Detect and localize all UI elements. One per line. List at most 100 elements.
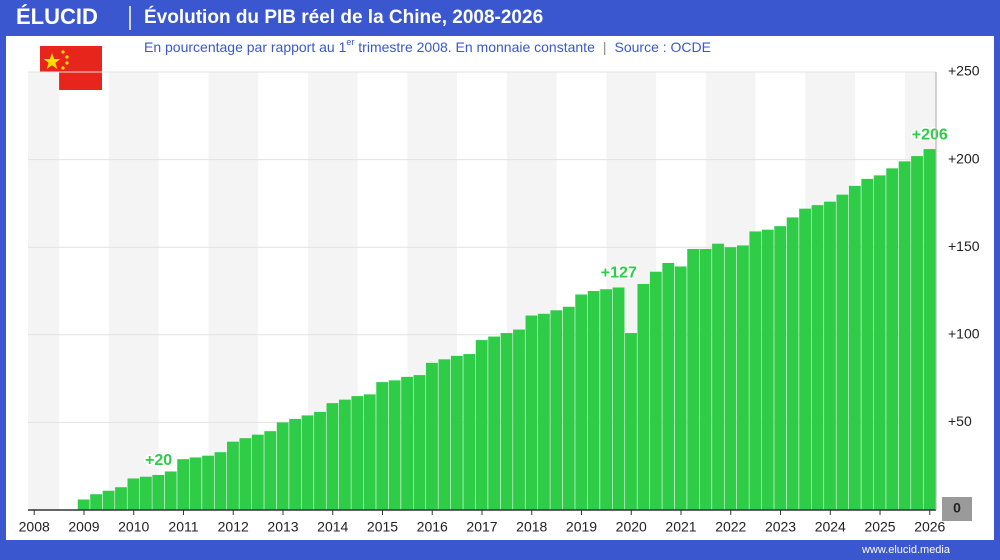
- subtitle-sup: er: [346, 37, 354, 47]
- value-label: +127: [601, 265, 637, 282]
- bar: [687, 248, 700, 510]
- bar: [786, 217, 799, 510]
- flag-star: [65, 61, 69, 65]
- bar: [164, 471, 177, 510]
- y-tick-label: +200: [948, 150, 980, 166]
- zero-box: [942, 497, 972, 521]
- bar: [239, 438, 252, 510]
- bar: [276, 422, 289, 510]
- flag-star: [61, 50, 65, 54]
- bar: [376, 382, 389, 510]
- x-tick-label: 2016: [417, 519, 448, 535]
- bar: [824, 201, 836, 510]
- year-band: [108, 72, 159, 510]
- year-band: [208, 72, 259, 510]
- bar: [712, 243, 724, 511]
- bar: [227, 441, 239, 510]
- y-tick-label: +250: [948, 63, 980, 79]
- bar: [699, 248, 712, 510]
- bar: [674, 266, 687, 510]
- x-tick-label: 2023: [765, 519, 796, 535]
- separator: |: [603, 39, 607, 55]
- bar: [102, 490, 115, 510]
- x-tick-label: 2018: [516, 519, 547, 535]
- bar: [301, 415, 314, 510]
- bar: [625, 333, 637, 510]
- bar: [537, 313, 550, 510]
- bar: [811, 205, 824, 511]
- bar: [550, 310, 563, 510]
- bar: [575, 294, 588, 510]
- subtitle: En pourcentage par rapport au 1er trimes…: [144, 37, 711, 54]
- value-label: +206: [912, 126, 948, 143]
- x-tick-label: 2012: [218, 519, 249, 535]
- bar: [799, 208, 812, 510]
- bar: [401, 376, 413, 510]
- bar: [562, 306, 575, 510]
- subtitle-part: En pourcentage par rapport au 1: [144, 39, 347, 55]
- y-tick-label: 0: [953, 500, 961, 516]
- bar: [525, 315, 538, 510]
- bar: [861, 178, 874, 510]
- bar: [139, 476, 152, 510]
- y-tick-label: +50: [948, 413, 972, 429]
- bar: [413, 375, 426, 510]
- bar: [115, 487, 127, 510]
- y-tick-label: +150: [948, 238, 980, 254]
- bar: [426, 362, 438, 510]
- x-tick-label: 2008: [19, 519, 50, 535]
- x-tick-label: 2019: [566, 519, 597, 535]
- brand: ÉLUCID: [16, 4, 98, 29]
- x-tick-label: 2026: [914, 519, 945, 535]
- bar: [363, 394, 376, 510]
- footer: www.elucid.media: [861, 544, 951, 556]
- x-tick-label: 2021: [665, 519, 696, 535]
- x-tick-label: 2020: [616, 519, 647, 535]
- bar: [314, 411, 326, 510]
- bar: [600, 289, 613, 510]
- bar: [886, 168, 899, 511]
- bar: [289, 418, 302, 510]
- x-tick-label: 2015: [367, 519, 398, 535]
- bar: [873, 175, 886, 511]
- chart-title: Évolution du PIB réel de la Chine, 2008-…: [144, 6, 543, 28]
- bar: [351, 396, 364, 510]
- bar: [587, 291, 600, 510]
- bar: [513, 329, 525, 510]
- value-label: +20: [145, 452, 172, 469]
- bar: [152, 474, 165, 510]
- bar: [202, 455, 214, 510]
- bar: [127, 478, 140, 510]
- subtitle-part: trimestre 2008. En monnaie constante: [354, 39, 595, 55]
- bar: [649, 271, 662, 510]
- y-tick-label: +100: [948, 326, 980, 342]
- bar: [475, 340, 488, 510]
- bar: [774, 226, 787, 510]
- bar: [736, 245, 749, 510]
- bar: [911, 156, 923, 510]
- source: Source : OCDE: [615, 39, 711, 55]
- bar: [264, 431, 277, 510]
- bar: [662, 262, 675, 510]
- flag-star: [65, 55, 69, 59]
- bar: [326, 403, 339, 510]
- bar: [923, 149, 936, 510]
- bar: [848, 185, 861, 510]
- x-tick-label: 2024: [815, 519, 846, 535]
- bar: [177, 459, 190, 510]
- bar: [438, 359, 451, 510]
- bar: [338, 399, 351, 510]
- bar: [189, 457, 202, 510]
- bar: [388, 380, 401, 510]
- bar: [898, 161, 911, 511]
- x-tick-label: 2009: [68, 519, 99, 535]
- plot: 0 +50 +100 +150 +200 +250 +20 +127 +206 2008 2009 2…: [19, 63, 980, 535]
- bar: [749, 231, 762, 510]
- flag-star: [43, 53, 61, 69]
- bar: [500, 333, 513, 510]
- bar: [214, 452, 227, 510]
- x-tick-label: 2025: [864, 519, 895, 535]
- x-tick-label: 2010: [118, 519, 149, 535]
- x-tick-label: 2017: [466, 519, 497, 535]
- bar: [77, 499, 90, 510]
